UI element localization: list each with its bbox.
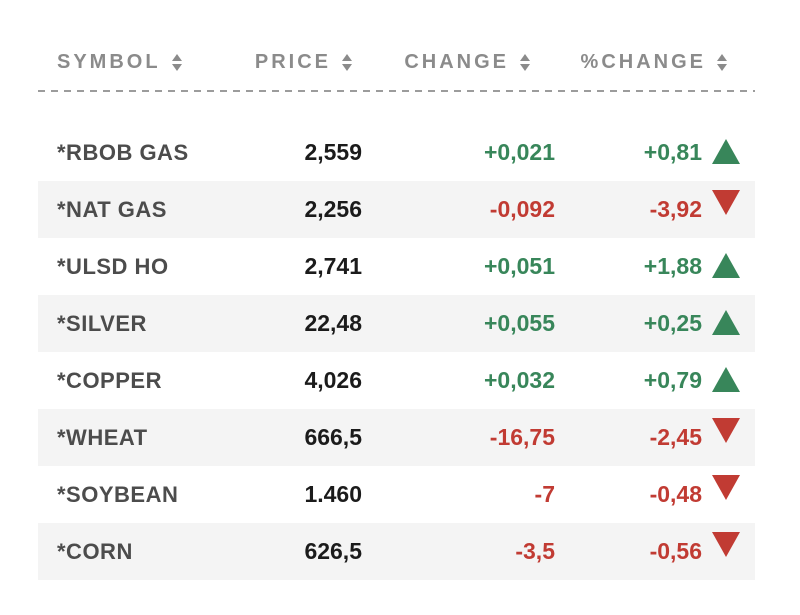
up-triangle-icon xyxy=(712,310,740,335)
column-header-price-label: PRICE xyxy=(254,50,331,73)
pct-change-value: -0,48 xyxy=(649,481,702,507)
change-cell: -16,75 xyxy=(489,424,555,450)
pct-change-cell: +0,25 xyxy=(555,310,755,337)
pct-change-value: +0,81 xyxy=(643,139,702,165)
change-cell: +0,055 xyxy=(484,310,555,336)
change-cell: -7 xyxy=(534,481,555,507)
symbol-cell: *ULSD HO xyxy=(57,253,169,279)
down-triangle-icon xyxy=(712,532,740,557)
down-triangle-icon xyxy=(712,475,740,500)
column-header-symbol[interactable]: SYMBOL xyxy=(38,51,238,74)
dashed-divider xyxy=(38,90,755,92)
pct-change-cell: -0,48 xyxy=(555,475,755,508)
table-row: *SOYBEAN 1.460 -7 -0,48 xyxy=(38,466,755,523)
pct-change-cell: +1,88 xyxy=(555,253,755,280)
table-row: *RBOB GAS 2,559 +0,021 +0,81 xyxy=(38,124,755,181)
pct-change-cell: +0,79 xyxy=(555,367,755,394)
price-cell: 22,48 xyxy=(304,310,362,336)
up-triangle-icon xyxy=(712,139,740,164)
symbol-cell: *SOYBEAN xyxy=(57,481,179,507)
symbol-cell: *RBOB GAS xyxy=(57,139,189,165)
symbol-cell: *SILVER xyxy=(57,310,147,336)
pct-change-cell: -0,56 xyxy=(555,532,755,565)
change-cell: +0,051 xyxy=(484,253,555,279)
pct-change-value: -0,56 xyxy=(649,538,702,564)
price-cell: 4,026 xyxy=(304,367,362,393)
pct-change-value: -2,45 xyxy=(649,424,702,450)
column-header-pct-change[interactable]: %CHANGE xyxy=(555,51,755,74)
down-triangle-icon xyxy=(712,190,740,215)
column-header-change-label: CHANGE xyxy=(404,50,509,73)
up-triangle-icon xyxy=(712,367,740,392)
table-row: *CORN 626,5 -3,5 -0,56 xyxy=(38,523,755,580)
pct-change-cell: -2,45 xyxy=(555,418,755,451)
table-row: *COPPER 4,026 +0,032 +0,79 xyxy=(38,352,755,409)
price-cell: 2,741 xyxy=(304,253,362,279)
change-cell: -0,092 xyxy=(489,196,555,222)
sort-arrows-icon xyxy=(342,53,352,71)
column-header-symbol-label: SYMBOL xyxy=(57,50,161,73)
pct-change-cell: +0,81 xyxy=(555,139,755,166)
sort-arrows-icon xyxy=(520,53,530,71)
symbol-cell: *CORN xyxy=(57,538,133,564)
column-header-change[interactable]: CHANGE xyxy=(362,51,555,74)
change-cell: +0,032 xyxy=(484,367,555,393)
change-cell: -3,5 xyxy=(515,538,555,564)
sort-arrows-icon xyxy=(717,53,727,71)
table-row: *NAT GAS 2,256 -0,092 -3,92 xyxy=(38,181,755,238)
table-rows: *RBOB GAS 2,559 +0,021 +0,81 *NAT GAS 2,… xyxy=(38,124,755,580)
symbol-cell: *COPPER xyxy=(57,367,162,393)
pct-change-value: +1,88 xyxy=(643,253,702,279)
pct-change-value: +0,79 xyxy=(643,367,702,393)
price-cell: 626,5 xyxy=(304,538,362,564)
down-triangle-icon xyxy=(712,418,740,443)
up-triangle-icon xyxy=(712,253,740,278)
pct-change-value: -3,92 xyxy=(649,196,702,222)
table-row: *ULSD HO 2,741 +0,051 +1,88 xyxy=(38,238,755,295)
price-cell: 2,256 xyxy=(304,196,362,222)
symbol-cell: *NAT GAS xyxy=(57,196,167,222)
price-cell: 2,559 xyxy=(304,139,362,165)
column-header-pct-change-label: %CHANGE xyxy=(580,50,706,73)
change-cell: +0,021 xyxy=(484,139,555,165)
price-cell: 666,5 xyxy=(304,424,362,450)
pct-change-cell: -3,92 xyxy=(555,190,755,223)
price-cell: 1.460 xyxy=(304,481,362,507)
pct-change-value: +0,25 xyxy=(643,310,702,336)
table-row: *WHEAT 666,5 -16,75 -2,45 xyxy=(38,409,755,466)
column-header-price[interactable]: PRICE xyxy=(238,51,362,74)
symbol-cell: *WHEAT xyxy=(57,424,148,450)
table-header-row: SYMBOL PRICE CHANGE %CHANGE xyxy=(38,34,755,90)
sort-arrows-icon xyxy=(171,53,182,71)
table-row: *SILVER 22,48 +0,055 +0,25 xyxy=(38,295,755,352)
